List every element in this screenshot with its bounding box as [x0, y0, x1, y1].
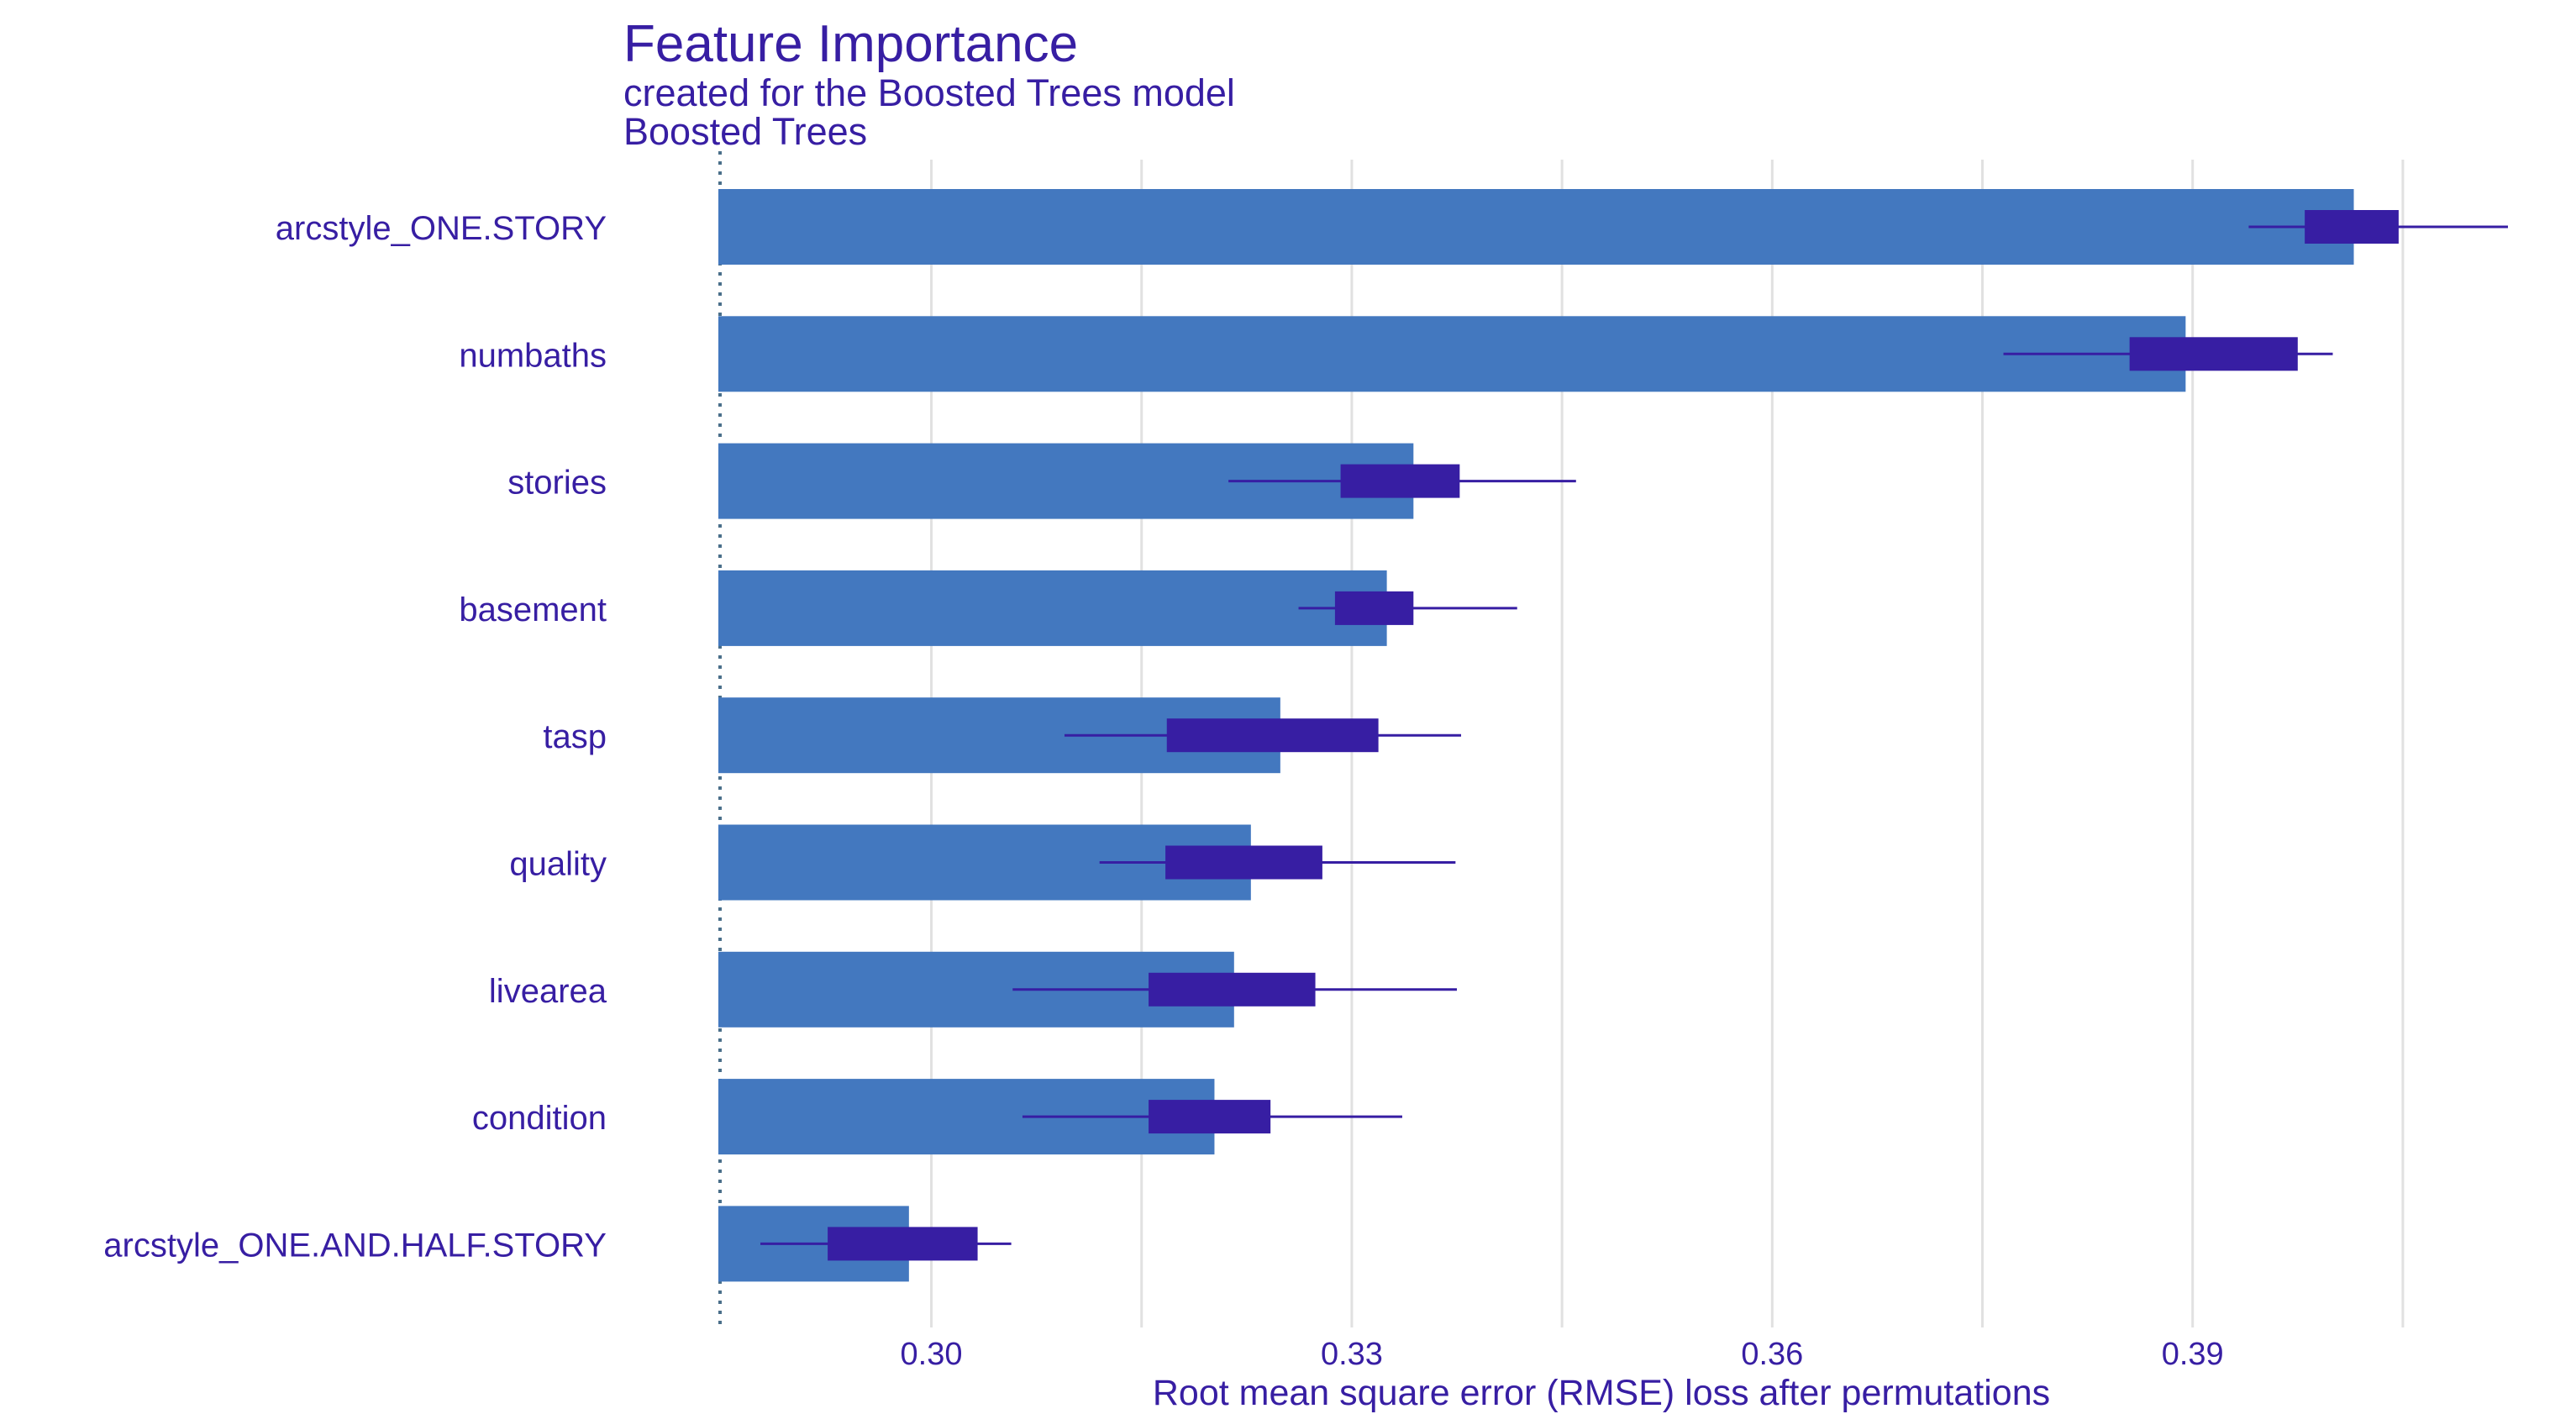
category-label: condition	[472, 1100, 607, 1137]
x-tick-label: 0.39	[2162, 1337, 2224, 1372]
x-axis-label: Root mean square error (RMSE) loss after…	[1153, 1373, 2050, 1413]
boxplot-box	[2305, 210, 2399, 244]
boxplot-box	[1165, 845, 1322, 880]
boxplot-box	[2129, 337, 2298, 371]
chart-title: Feature Importance	[623, 15, 1079, 73]
chart-titles: Feature Importance created for the Boost…	[623, 15, 1235, 151]
model-label: Boosted Trees	[623, 110, 868, 153]
bar	[718, 570, 1387, 646]
x-tick-label: 0.30	[901, 1337, 963, 1372]
bar	[718, 316, 2186, 392]
category-label: arcstyle_ONE.STORY	[276, 210, 607, 247]
category-label: arcstyle_ONE.AND.HALF.STORY	[103, 1227, 607, 1264]
x-tick-label: 0.33	[1321, 1337, 1383, 1372]
chart-subtitle: created for the Boosted Trees model	[623, 71, 1235, 114]
x-tick-label: 0.36	[1741, 1337, 1803, 1372]
category-label: livearea	[489, 973, 607, 1010]
bar	[718, 189, 2354, 265]
boxplot-box	[828, 1227, 978, 1261]
category-label: stories	[507, 465, 607, 502]
boxplot-box	[1149, 972, 1316, 1007]
boxplot-box	[1340, 464, 1460, 498]
boxplot-box	[1166, 718, 1379, 753]
category-label: basement	[459, 591, 607, 628]
category-label: numbaths	[459, 337, 607, 374]
boxplot-box	[1334, 591, 1414, 625]
boxplot-box	[1149, 1100, 1271, 1134]
category-label: quality	[509, 846, 607, 883]
category-label: tasp	[543, 718, 607, 755]
